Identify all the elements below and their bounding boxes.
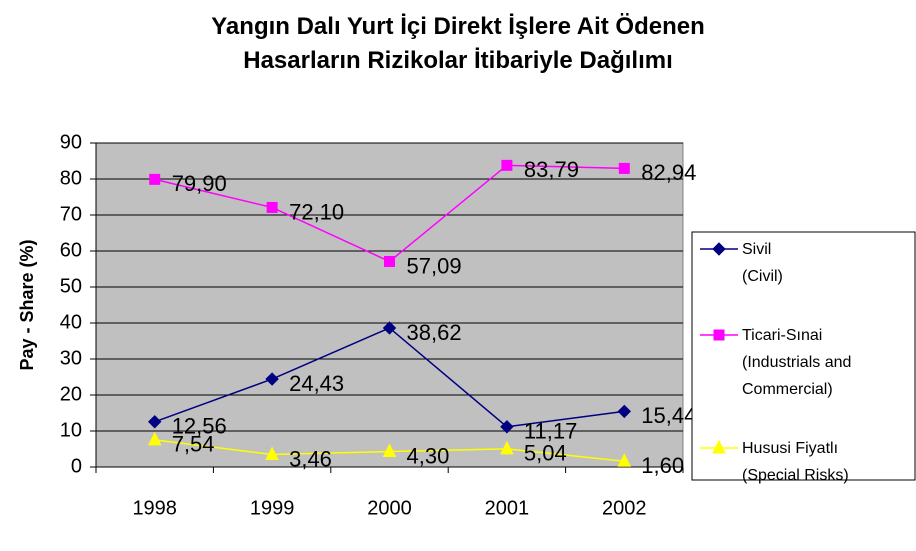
legend-label: Sivil (Civil) xyxy=(742,241,783,285)
y-tick-label: 40 xyxy=(60,311,82,333)
data-label: 11,17 xyxy=(524,419,577,444)
data-label: 38,62 xyxy=(407,320,462,345)
data-label: 79,90 xyxy=(172,171,227,196)
data-label: 82,94 xyxy=(641,160,696,185)
y-tick-label: 20 xyxy=(60,383,82,405)
data-label: 72,10 xyxy=(289,199,344,224)
x-tick-label: 2001 xyxy=(485,497,530,519)
y-tick-label: 50 xyxy=(60,275,82,297)
y-tick-label: 70 xyxy=(60,203,82,225)
data-point xyxy=(266,201,278,213)
y-tick-label: 60 xyxy=(60,239,82,261)
data-label: 4,30 xyxy=(407,443,450,468)
data-point xyxy=(384,255,395,267)
data-label: 5,04 xyxy=(524,441,567,466)
data-point xyxy=(382,321,397,335)
y-tick-label: 80 xyxy=(60,167,82,189)
y-tick-label: 10 xyxy=(60,419,82,441)
data-point xyxy=(618,162,630,174)
data-point xyxy=(147,431,162,446)
legend-box xyxy=(691,231,916,481)
legend-label: Hususi Fiyatlı (Special Risks) xyxy=(742,440,849,484)
data-label: 7,54 xyxy=(172,432,215,457)
data-label: 24,43 xyxy=(289,371,344,396)
x-tick-label: 2000 xyxy=(367,497,412,519)
x-tick-label: 1999 xyxy=(250,497,295,519)
x-tick-label: 1998 xyxy=(132,497,177,519)
legend-marker xyxy=(713,329,725,341)
chart-title: Yangın Dalı Yurt İçi Direkt İşlere Ait Ö… xyxy=(211,13,705,74)
data-point xyxy=(149,173,161,185)
data-point xyxy=(265,446,279,461)
data-point xyxy=(500,440,514,455)
legend-marker xyxy=(712,439,726,454)
data-point xyxy=(617,404,632,419)
data-point xyxy=(500,420,514,434)
data-label: 15,44 xyxy=(641,403,696,428)
data-point xyxy=(265,372,279,386)
data-label: 12,56 xyxy=(172,414,227,439)
data-point xyxy=(617,453,632,467)
y-tick-label: 90 xyxy=(60,131,82,153)
data-point xyxy=(382,443,397,458)
legend-marker xyxy=(712,242,726,256)
y-tick-label: 0 xyxy=(71,455,82,477)
data-label: 1,60 xyxy=(641,453,684,478)
data-label: 83,79 xyxy=(524,157,579,182)
y-tick-label: 30 xyxy=(60,347,82,369)
plot-area xyxy=(95,142,684,468)
legend-label: Ticari-Sınai (Industrials and Commercial… xyxy=(742,327,852,398)
data-point xyxy=(147,415,162,429)
data-label: 57,09 xyxy=(407,253,462,278)
data-label: 3,46 xyxy=(289,446,332,471)
data-point xyxy=(501,159,513,171)
y-axis-label: Pay - Share (%) xyxy=(17,239,37,370)
x-tick-label: 2002 xyxy=(602,497,647,519)
